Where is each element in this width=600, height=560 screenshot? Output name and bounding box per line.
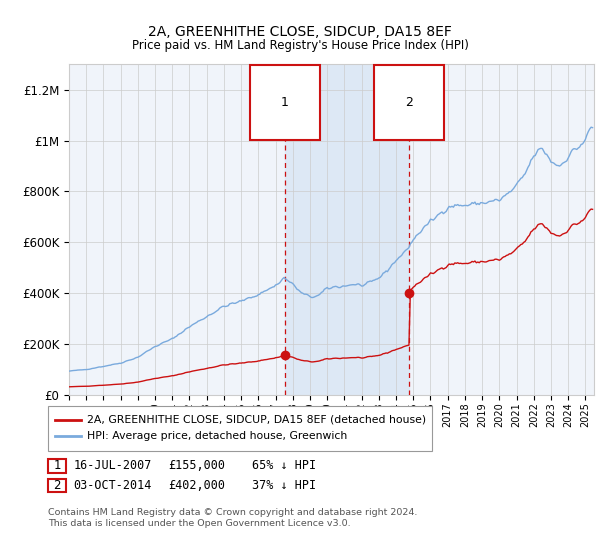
Text: 2: 2	[53, 479, 61, 492]
Text: 1: 1	[281, 96, 289, 109]
Text: 1: 1	[53, 459, 61, 473]
Text: 2: 2	[405, 96, 413, 109]
Text: 2A, GREENHITHE CLOSE, SIDCUP, DA15 8EF (detached house): 2A, GREENHITHE CLOSE, SIDCUP, DA15 8EF (…	[87, 415, 426, 425]
Text: Price paid vs. HM Land Registry's House Price Index (HPI): Price paid vs. HM Land Registry's House …	[131, 39, 469, 52]
Text: 03-OCT-2014: 03-OCT-2014	[73, 479, 152, 492]
Text: 37% ↓ HPI: 37% ↓ HPI	[252, 479, 316, 492]
Text: Contains HM Land Registry data © Crown copyright and database right 2024.
This d: Contains HM Land Registry data © Crown c…	[48, 508, 418, 528]
Text: 16-JUL-2007: 16-JUL-2007	[73, 459, 152, 473]
Text: HPI: Average price, detached house, Greenwich: HPI: Average price, detached house, Gree…	[87, 431, 347, 441]
Text: 65% ↓ HPI: 65% ↓ HPI	[252, 459, 316, 473]
Bar	[285, 64, 409, 395]
Text: £402,000: £402,000	[168, 479, 225, 492]
Text: £155,000: £155,000	[168, 459, 225, 473]
Text: 2A, GREENHITHE CLOSE, SIDCUP, DA15 8EF: 2A, GREENHITHE CLOSE, SIDCUP, DA15 8EF	[148, 25, 452, 39]
